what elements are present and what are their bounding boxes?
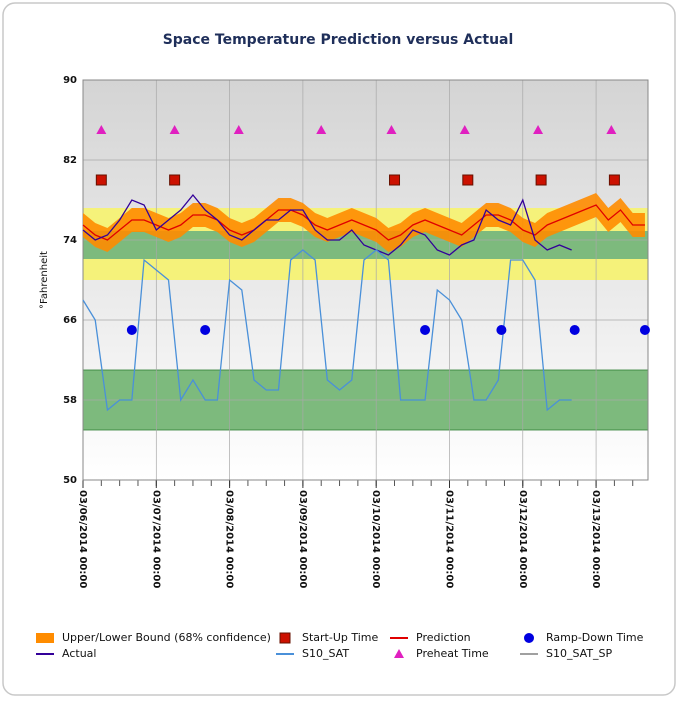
series-line <box>82 249 572 412</box>
y-tick-label: 66 <box>63 315 77 326</box>
startup-marker <box>462 174 474 186</box>
legend-swatch <box>279 632 291 644</box>
x-tick-label: 03/07/2014 00:00 <box>150 490 161 588</box>
x-tick-label: 03/08/2014 00:00 <box>224 490 235 588</box>
chart-title: Space Temperature Prediction versus Actu… <box>163 32 514 48</box>
y-tick-label: 74 <box>63 235 77 246</box>
startup-marker <box>95 174 107 186</box>
x-tick-label: 03/06/2014 00:00 <box>77 490 88 588</box>
y-tick-label: 50 <box>63 475 77 486</box>
rampdown-marker <box>126 325 137 335</box>
preheat-marker <box>96 125 107 134</box>
legend-label: Upper/Lower Bound (68% confidence) <box>62 631 271 644</box>
legend-label: Ramp-Down Time <box>546 631 644 644</box>
legend-label: S10_SAT <box>302 647 349 660</box>
startup-marker <box>389 174 401 186</box>
x-tick-label: 03/09/2014 00:00 <box>297 490 308 588</box>
legend-label: Preheat Time <box>416 647 489 660</box>
x-tick-label: 03/13/2014 00:00 <box>590 490 601 588</box>
rampdown-marker <box>200 325 211 335</box>
y-tick-label: 58 <box>63 395 77 406</box>
rampdown-marker <box>420 325 431 335</box>
startup-marker <box>535 174 547 186</box>
preheat-marker <box>533 125 544 134</box>
rampdown-marker <box>639 325 650 335</box>
legend-swatch <box>36 633 54 643</box>
legend-swatch <box>394 649 404 658</box>
series-line <box>82 193 572 256</box>
x-tick-label: 03/10/2014 00:00 <box>370 490 381 588</box>
startup-marker <box>608 174 620 186</box>
y-tick-label: 82 <box>63 155 77 166</box>
preheat-marker <box>606 125 617 134</box>
y-axis-label: °Fahrenheit <box>39 251 50 309</box>
legend-label: Actual <box>62 647 96 660</box>
rampdown-marker <box>496 325 507 335</box>
confidence-band <box>83 193 645 252</box>
startup-marker <box>169 174 181 186</box>
plot-frame <box>82 79 649 481</box>
legend-label: Start-Up Time <box>302 631 379 644</box>
preheat-marker <box>316 125 327 134</box>
legend-label: Prediction <box>416 631 471 644</box>
legend-label: S10_SAT_SP <box>546 647 613 660</box>
x-tick-label: 03/11/2014 00:00 <box>443 490 454 588</box>
preheat-marker <box>386 125 397 134</box>
preheat-marker <box>169 125 180 134</box>
x-tick-label: 03/12/2014 00:00 <box>517 490 528 588</box>
legend-swatch <box>524 633 534 643</box>
series-line <box>82 204 645 241</box>
rampdown-marker <box>569 325 580 335</box>
preheat-marker <box>233 125 244 134</box>
y-tick-label: 90 <box>63 75 77 86</box>
preheat-marker <box>459 125 470 134</box>
